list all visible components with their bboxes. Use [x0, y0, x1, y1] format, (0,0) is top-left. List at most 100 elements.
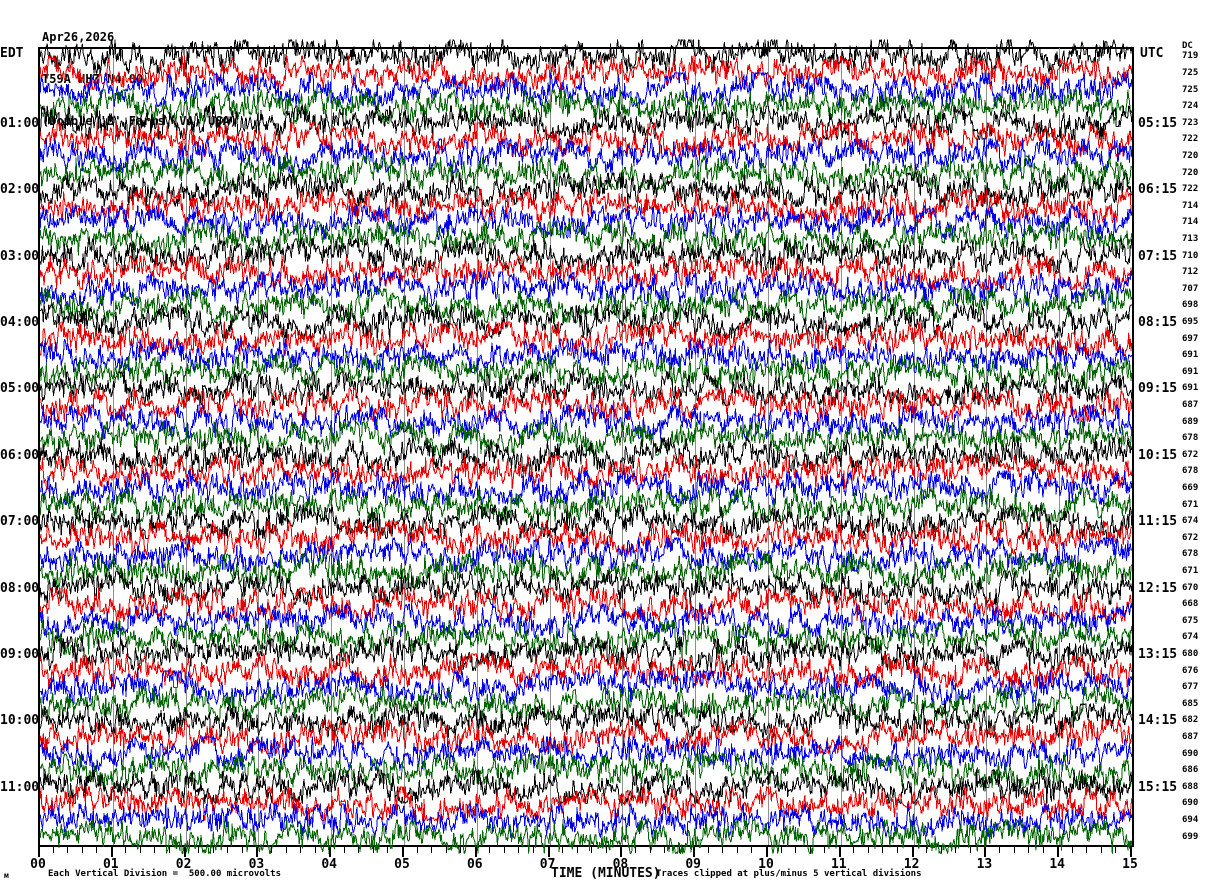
trace-row-35: [39, 620, 1133, 655]
trace-row-28: [39, 503, 1133, 539]
dc-value-row-13: 712: [1182, 267, 1199, 278]
trace-row-31: [39, 553, 1133, 589]
x-tick-minor: [1071, 847, 1073, 853]
x-tick-minor: [795, 847, 797, 853]
dc-value-row-37: 676: [1182, 665, 1199, 676]
x-tick-minor: [955, 847, 957, 853]
trace-row-37: [39, 653, 1133, 688]
left-hour-label-03-00: 03:00: [0, 248, 40, 264]
x-tick-minor: [722, 847, 724, 853]
x-tick-minor: [1100, 847, 1102, 853]
trace-row-7: [39, 155, 1133, 190]
x-tick-major-02: [183, 847, 186, 857]
trace-row-13: [39, 254, 1133, 290]
dc-value-row-30: 678: [1182, 549, 1199, 560]
x-tick-minor: [125, 847, 127, 853]
trace-row-17: [39, 321, 1133, 356]
x-tick-minor: [940, 847, 942, 853]
trace-row-24: [39, 437, 1133, 473]
left-hour-label-06-00: 06:00: [0, 447, 40, 463]
header-date: Apr26,2026: [42, 30, 115, 44]
right-timezone-label: UTC: [1140, 46, 1164, 61]
trace-row-29: [39, 520, 1133, 556]
x-tick-minor: [751, 847, 753, 853]
trace-row-42: [39, 736, 1133, 771]
x-tick-minor: [460, 847, 462, 853]
x-tick-minor: [300, 847, 302, 853]
x-tick-minor: [343, 847, 345, 853]
dc-value-row-23: 678: [1182, 433, 1199, 444]
x-tick-minor: [285, 847, 287, 853]
dc-value-row-33: 668: [1182, 599, 1199, 610]
x-tick-label-06: 06: [466, 857, 483, 872]
footer-clip-note: Traces clipped at plus/minus 5 vertical …: [656, 869, 922, 879]
helicorder-plot: [38, 39, 1134, 854]
trace-row-10: [39, 205, 1133, 240]
x-tick-label-04: 04: [321, 857, 338, 872]
trace-row-5: [39, 122, 1133, 157]
x-tick-minor: [780, 847, 782, 853]
trace-row-16: [39, 304, 1132, 340]
dc-value-row-17: 697: [1182, 333, 1199, 344]
dc-value-row-12: 710: [1182, 250, 1199, 261]
dc-value-row-9: 714: [1182, 200, 1199, 211]
dc-value-row-21: 687: [1182, 399, 1199, 410]
x-tick-major-12: [911, 847, 914, 857]
x-tick-minor: [882, 847, 884, 853]
x-tick-minor: [314, 847, 316, 853]
x-tick-label-12: 12: [903, 857, 920, 872]
x-tick-minor: [1115, 847, 1117, 853]
x-tick-minor: [867, 847, 869, 853]
x-tick-minor: [824, 847, 826, 853]
trace-row-45: [39, 786, 1133, 821]
x-tick-major-13: [984, 847, 987, 857]
trace-row-12: [39, 238, 1133, 273]
left-hour-label-11-00: 11:00: [0, 779, 40, 795]
trace-row-6: [39, 138, 1133, 174]
trace-row-39: [39, 686, 1133, 722]
trace-row-33: [39, 586, 1133, 622]
x-tick-major-03: [256, 847, 259, 857]
x-axis-ticks: [38, 847, 1132, 857]
trace-row-11: [39, 221, 1133, 257]
dc-value-row-16: 695: [1182, 316, 1199, 327]
x-tick-minor: [227, 847, 229, 853]
x-tick-major-05: [402, 847, 404, 857]
x-tick-minor: [1042, 847, 1044, 853]
x-tick-minor: [241, 847, 243, 853]
right-hour-label-08-15: 08:15: [1138, 314, 1178, 330]
dc-value-row-20: 691: [1182, 383, 1199, 394]
dc-value-row-5: 722: [1182, 134, 1199, 145]
x-tick-label-00: 00: [30, 857, 46, 872]
x-tick-minor: [969, 847, 971, 853]
x-tick-minor: [52, 847, 54, 853]
x-tick-label-09: 09: [685, 857, 702, 872]
trace-row-41: [39, 719, 1133, 755]
dc-value-row-38: 677: [1182, 682, 1199, 693]
right-hour-label-10-15: 10:15: [1138, 447, 1178, 463]
dc-value-row-35: 674: [1182, 632, 1199, 643]
x-tick-minor: [707, 847, 709, 853]
right-hour-label-09-15: 09:15: [1138, 381, 1178, 397]
trace-row-36: [39, 636, 1133, 672]
left-hour-label-01-00: 01:00: [0, 115, 40, 131]
left-hour-label-08-00: 08:00: [0, 580, 40, 596]
dc-value-row-28: 674: [1182, 516, 1199, 527]
trace-row-20: [39, 371, 1133, 406]
x-tick-minor: [518, 847, 520, 853]
x-tick-minor: [198, 847, 200, 853]
dc-value-row-42: 690: [1182, 748, 1199, 759]
x-tick-minor: [154, 847, 156, 853]
trace-row-3: [39, 88, 1133, 124]
trace-row-23: [40, 420, 1133, 456]
dc-column-header: DC: [1182, 41, 1193, 51]
dc-value-row-15: 698: [1182, 300, 1199, 311]
dc-value-row-40: 682: [1182, 715, 1199, 726]
x-tick-major-14: [1057, 847, 1060, 857]
x-tick-minor: [67, 847, 69, 853]
x-tick-label-02: 02: [175, 857, 192, 872]
dc-value-row-47: 699: [1182, 831, 1199, 842]
dc-value-row-7: 720: [1182, 167, 1199, 178]
x-tick-major-00: [38, 847, 40, 857]
dc-value-row-3: 724: [1182, 101, 1199, 112]
